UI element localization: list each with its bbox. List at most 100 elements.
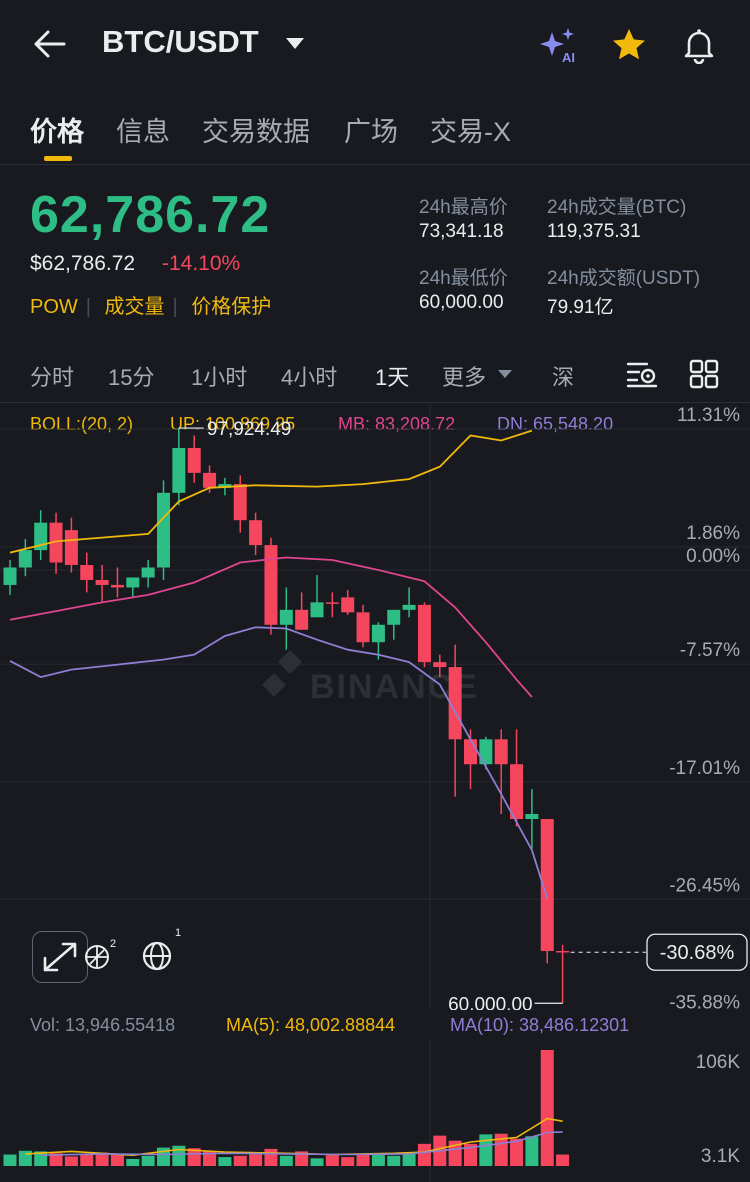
- tab-price[interactable]: 价格: [30, 117, 84, 147]
- volume-bar: [325, 1155, 339, 1166]
- current-change-box: [646, 933, 748, 971]
- candle: [34, 510, 48, 561]
- more-caret-icon: [498, 370, 512, 378]
- tag-price-protection[interactable]: 价格保护: [191, 296, 272, 318]
- candlestick-chart[interactable]: BINANCE 11.31%1.86%0.00%-7.57%-17.01%-26…: [0, 405, 750, 1010]
- candle: [141, 560, 155, 588]
- volume-bar: [264, 1148, 278, 1166]
- y-axis-label: -7.57%: [680, 640, 740, 661]
- tab-trading-data[interactable]: 交易数据: [202, 117, 310, 147]
- tag-row: POW | 成交量 | 价格保护: [30, 290, 279, 319]
- y-axis-label: -26.45%: [669, 875, 740, 896]
- timeframe-line[interactable]: 分时: [30, 365, 75, 390]
- volume-bar: [479, 1134, 493, 1166]
- y-axis-label: -17.01%: [669, 758, 740, 779]
- tab-bar: 价格 信息 交易数据 广场 交易-X: [0, 100, 750, 165]
- tab-square[interactable]: 广场: [344, 117, 398, 147]
- volume-bar: [249, 1152, 263, 1166]
- volume-bar: [540, 1049, 554, 1166]
- volume-axis-label: 106K: [696, 1052, 741, 1073]
- tool-badge-2: 2: [110, 938, 116, 950]
- volume-ma5: MA(5): 48,002.88844: [226, 1015, 396, 1035]
- candle: [479, 736, 493, 770]
- tab-info[interactable]: 信息: [116, 117, 170, 147]
- stat-high-value: 73,341.18: [419, 221, 504, 242]
- candle: [110, 567, 124, 598]
- volume-bar: [464, 1143, 477, 1166]
- volume-bar: [3, 1154, 17, 1166]
- candle: [3, 560, 17, 595]
- volume-bar: [402, 1153, 416, 1166]
- volume-bar: [356, 1154, 370, 1166]
- volume-ma10-line: [40, 1131, 563, 1156]
- volume-bar: [494, 1133, 508, 1166]
- back-arrow-icon[interactable]: [30, 24, 70, 64]
- candle: [387, 609, 401, 640]
- candle: [417, 602, 431, 668]
- boll-middle-line: [9, 556, 533, 698]
- tab-trade-x[interactable]: 交易-X: [430, 117, 511, 147]
- price-change-percent: -14.10%: [162, 252, 241, 275]
- candle: [279, 587, 293, 650]
- ai-sparkle-icon[interactable]: AI: [538, 26, 580, 66]
- fullscreen-button[interactable]: [32, 931, 88, 983]
- candle: [233, 475, 247, 533]
- volume-chart[interactable]: 106K 3.1K: [0, 1040, 750, 1182]
- bell-icon[interactable]: [680, 26, 718, 64]
- timeframe-depth[interactable]: 深: [552, 365, 575, 390]
- timeframe-1h[interactable]: 1小时: [191, 365, 248, 390]
- expand-icon: [43, 942, 77, 972]
- tag-pow[interactable]: POW: [30, 296, 78, 318]
- candle: [157, 480, 170, 580]
- candle: [80, 552, 94, 593]
- star-icon[interactable]: [610, 26, 648, 64]
- candle: [433, 654, 447, 678]
- volume-bar: [203, 1151, 217, 1166]
- tag-volume[interactable]: 成交量: [104, 296, 165, 318]
- globe-icon[interactable]: 1: [134, 924, 186, 978]
- stat-vol-btc-value: 119,375.31: [547, 221, 641, 242]
- volume-bar: [64, 1156, 78, 1166]
- candle: [494, 729, 508, 815]
- volume-value: Vol: 13,946.55418: [30, 1015, 176, 1035]
- indicator-settings-icon[interactable]: [625, 358, 659, 390]
- stat-low-value: 60,000.00: [419, 292, 504, 313]
- boll-lower-line: [9, 626, 549, 899]
- timeframe-1d[interactable]: 1天: [375, 365, 410, 390]
- stat-low-label: 24h最低价: [419, 268, 508, 289]
- candle: [249, 512, 263, 556]
- candle: [172, 428, 186, 506]
- candle: [356, 604, 370, 648]
- volume-bar: [18, 1150, 32, 1166]
- volume-bar: [510, 1138, 524, 1166]
- candle: [64, 517, 78, 573]
- candle: [95, 565, 109, 603]
- volume-bar: [49, 1153, 63, 1166]
- chevron-down-icon[interactable]: [286, 38, 304, 49]
- volume-bar: [448, 1140, 462, 1166]
- stat-high-label: 24h最高价: [419, 197, 508, 218]
- stat-vol-usdt-label: 24h成交额(USDT): [547, 268, 701, 289]
- boll-upper-line: [9, 429, 533, 554]
- candle: [556, 944, 570, 1004]
- volume-bar: [279, 1155, 293, 1166]
- volume-bar: [187, 1148, 201, 1166]
- candle: [371, 622, 385, 660]
- candle: [325, 592, 339, 618]
- volume-bar: [556, 1154, 570, 1166]
- candle: [448, 644, 462, 797]
- volume-axis-label: 3.1K: [701, 1146, 740, 1167]
- trading-pair-title[interactable]: BTC/USDT: [102, 24, 259, 59]
- candle: [264, 537, 278, 635]
- timeframe-4h[interactable]: 4小时: [281, 365, 338, 390]
- last-price: 62,786.72: [30, 186, 271, 244]
- y-axis-label: 0.00%: [686, 546, 740, 567]
- volume-bar: [417, 1143, 431, 1166]
- volume-bar: [172, 1145, 186, 1166]
- volume-bar: [126, 1158, 140, 1166]
- drawing-tool-icon[interactable]: 2: [82, 935, 122, 979]
- candle: [402, 587, 416, 618]
- timeframe-more[interactable]: 更多: [442, 365, 487, 390]
- timeframe-15m[interactable]: 15分: [108, 365, 155, 390]
- layout-grid-icon[interactable]: [688, 358, 720, 390]
